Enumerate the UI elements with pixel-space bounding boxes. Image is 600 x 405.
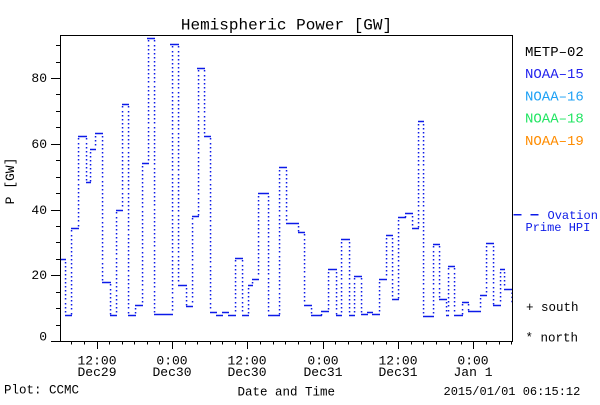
svg-text:0:00: 0:00 — [156, 354, 187, 369]
svg-text:* north: * north — [526, 332, 579, 346]
svg-text:METP–02: METP–02 — [525, 45, 584, 61]
svg-text:20: 20 — [31, 268, 47, 283]
svg-text:Dec30: Dec30 — [152, 365, 191, 380]
svg-text:Dec30: Dec30 — [227, 365, 266, 380]
svg-text:0:00: 0:00 — [307, 354, 338, 369]
svg-text:Date and Time: Date and Time — [238, 385, 336, 399]
svg-text:12:00: 12:00 — [77, 354, 116, 369]
svg-text:P [GW]: P [GW] — [3, 158, 18, 205]
svg-text:Hemispheric Power [GW]: Hemispheric Power [GW] — [181, 17, 392, 35]
svg-text:Ovation: Ovation — [548, 209, 598, 223]
svg-text:NOAA–19: NOAA–19 — [525, 134, 584, 150]
svg-text:Prime HPI: Prime HPI — [526, 221, 591, 235]
svg-text:Jan 1: Jan 1 — [453, 365, 492, 380]
svg-text:Dec31: Dec31 — [303, 365, 342, 380]
svg-text:60: 60 — [31, 137, 47, 152]
svg-text:NOAA–18: NOAA–18 — [525, 112, 584, 128]
svg-text:NOAA–16: NOAA–16 — [525, 89, 584, 105]
svg-text:12:00: 12:00 — [378, 354, 417, 369]
svg-text:40: 40 — [31, 203, 47, 218]
svg-text:Dec29: Dec29 — [77, 365, 116, 380]
svg-text:+ south: + south — [526, 301, 579, 315]
svg-text:2015/01/01 06:15:12: 2015/01/01 06:15:12 — [444, 385, 581, 399]
svg-text:80: 80 — [31, 71, 47, 86]
svg-text:NOAA–15: NOAA–15 — [525, 67, 584, 83]
svg-text:Dec31: Dec31 — [378, 365, 417, 380]
svg-text:0: 0 — [39, 330, 47, 345]
svg-text:0:00: 0:00 — [457, 354, 488, 369]
svg-text:12:00: 12:00 — [227, 354, 266, 369]
svg-text:Plot: CCMC: Plot: CCMC — [4, 383, 79, 397]
